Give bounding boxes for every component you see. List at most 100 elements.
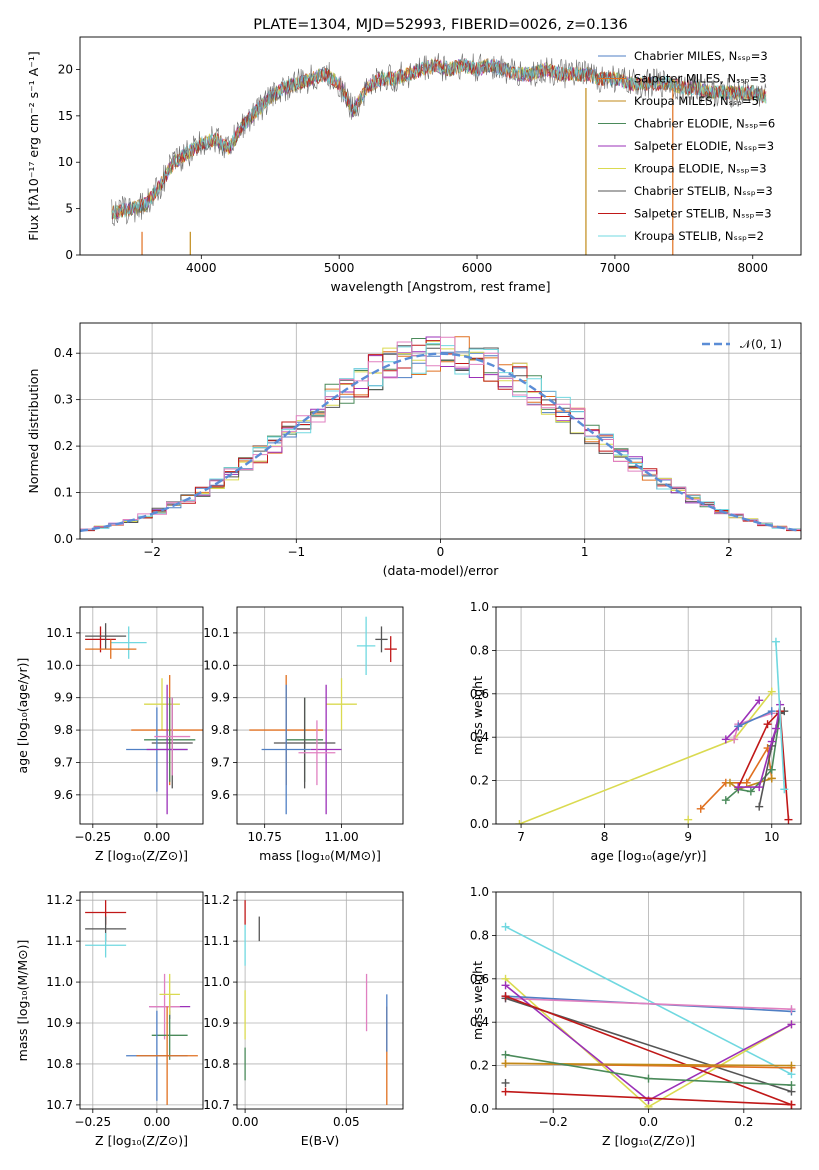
y-tick-label: 0.8 — [470, 643, 489, 657]
y-tick-label: 9.7 — [211, 755, 230, 769]
x-tick-label: 6000 — [462, 261, 493, 275]
x-tick-label: −0.25 — [74, 1115, 111, 1129]
legend-label: Chabrier MILES, Nₛₛₚ=3 — [634, 49, 768, 63]
panel-mass-vs-Z: −0.25 0.00 10.7 10.8 10.9 11.0 11.1 11.2 Z [log₁… — [15, 891, 204, 1148]
y-tick-label: 0.4 — [54, 346, 73, 360]
legend-label: Kroupa MILES, Nₛₛₚ=5 — [634, 94, 759, 108]
series-line — [775, 641, 786, 790]
x-axis-label: E(B-V) — [301, 1133, 340, 1148]
series-line — [737, 710, 773, 728]
x-tick-label: 10 — [764, 830, 779, 844]
plot-area — [80, 336, 801, 533]
x-tick-label: 0.00 — [232, 1115, 259, 1129]
legend-label: Salpeter STELIB, Nₛₛₚ=3 — [634, 207, 772, 221]
y-tick-label: 10.0 — [46, 658, 73, 672]
legend-label: Kroupa STELIB, Nₛₛₚ=2 — [634, 229, 764, 243]
y-axis-label: mass [log₁₀(M/M⊙)] — [15, 940, 30, 1062]
panel-spectrum: 4000 5000 6000 7000 8000 0 5 10 15 20 PLATE=1304, … — [26, 17, 802, 294]
y-tick-label: 10.9 — [203, 1016, 230, 1030]
chart-title: PLATE=1304, MJD=52993, FIBERID=0026, z=0… — [253, 17, 627, 33]
x-axis-label: wavelength [Angstrom, rest frame] — [330, 279, 550, 294]
x-axis-label: (data-model)/error — [383, 563, 500, 578]
x-tick-label: 11.00 — [324, 830, 358, 844]
y-axis-label: Normed distribution — [26, 369, 41, 494]
y-tick-label: 10.8 — [203, 1057, 230, 1071]
axes-frame — [495, 891, 802, 1110]
panel-residuals: −2 −1 0 1 2 0.0 0.1 0.2 0.3 0.4 (data-model)/error… — [26, 322, 802, 578]
x-tick-label: 2 — [725, 545, 733, 559]
x-tick-label: 0.00 — [144, 1115, 171, 1129]
x-tick-label: 0.00 — [144, 830, 171, 844]
y-tick-label: 11.0 — [46, 975, 73, 989]
x-tick-label: 1 — [581, 545, 589, 559]
y-axis-label: mass weight — [470, 676, 485, 755]
y-tick-label: 11.0 — [203, 975, 230, 989]
y-tick-label: 0 — [65, 248, 73, 262]
y-tick-label: 0.0 — [470, 1102, 489, 1116]
y-tick-label: 0.1 — [54, 486, 73, 500]
x-axis-label: Z [log₁₀(Z/Z⊙)] — [95, 1133, 188, 1148]
y-tick-label: 9.6 — [54, 788, 73, 802]
y-tick-label: 11.2 — [46, 893, 73, 907]
series-line — [505, 1090, 792, 1106]
x-tick-label: 7000 — [600, 261, 631, 275]
x-tick-label: −0.25 — [74, 830, 111, 844]
legend-label: Salpeter ELODIE, Nₛₛₚ=3 — [634, 139, 774, 153]
y-tick-label: 10.1 — [203, 626, 230, 640]
x-tick-label: −2 — [143, 545, 161, 559]
legend-label: Salpeter MILES, Nₛₛₚ=3 — [634, 72, 767, 86]
x-tick-label: 0 — [437, 545, 445, 559]
y-tick-label: 9.6 — [211, 788, 230, 802]
series-line — [505, 997, 792, 1010]
x-axis-label: age [log₁₀(age/yr)] — [591, 848, 707, 863]
x-tick-label: 8000 — [737, 261, 768, 275]
y-tick-label: 10.0 — [203, 658, 230, 672]
panel-weight-vs-Z: −0.2 0.0 0.2 0.0 0.2 0.4 0.6 0.8 1.0 Z [log₁₀(Z/Z… — [470, 885, 802, 1148]
series-line — [737, 709, 790, 820]
axes-frame — [236, 606, 404, 825]
plot-area — [85, 900, 198, 1105]
y-tick-label: 10.9 — [46, 1016, 73, 1030]
plot-area — [111, 53, 767, 255]
spectrum-line — [111, 59, 767, 220]
plot-area — [85, 623, 203, 815]
y-tick-label: 11.2 — [203, 893, 230, 907]
x-axis-label: Z [log₁₀(Z/Z⊙)] — [602, 1133, 695, 1148]
y-tick-label: 0.3 — [54, 393, 73, 407]
x-tick-label: −0.2 — [539, 1115, 568, 1129]
x-tick-label: 5000 — [324, 261, 355, 275]
y-tick-label: 10.1 — [46, 626, 73, 640]
y-tick-label: 9.8 — [211, 723, 230, 737]
y-tick-label: 11.1 — [46, 934, 73, 948]
axes-frame — [236, 891, 404, 1110]
y-tick-label: 10 — [58, 155, 73, 169]
x-tick-label: 0.0 — [639, 1115, 658, 1129]
y-axis-label: age [log₁₀(age/yr)] — [15, 658, 30, 774]
y-tick-label: 20 — [58, 62, 73, 76]
legend-label: Chabrier ELODIE, Nₛₛₚ=6 — [634, 117, 775, 131]
y-tick-label: 0.2 — [54, 439, 73, 453]
plot-area — [515, 637, 793, 824]
x-axis-label: Z [log₁₀(Z/Z⊙)] — [95, 848, 188, 863]
y-tick-label: 5 — [65, 202, 73, 216]
axes-frame — [79, 36, 802, 256]
y-tick-label: 9.9 — [211, 691, 230, 705]
y-axis-label: mass weight — [470, 961, 485, 1040]
plot-area — [249, 616, 397, 815]
x-tick-label: −1 — [287, 545, 305, 559]
x-tick-label: 9 — [684, 830, 692, 844]
y-tick-label: 0.2 — [470, 774, 489, 788]
axes-frame — [495, 606, 802, 825]
y-tick-label: 9.7 — [54, 755, 73, 769]
y-tick-label: 10.8 — [46, 1057, 73, 1071]
y-tick-label: 1.0 — [470, 600, 489, 614]
x-tick-label: 0.05 — [333, 1115, 360, 1129]
x-tick-label: 4000 — [186, 261, 217, 275]
axes-frame — [79, 606, 204, 825]
y-tick-label: 9.8 — [54, 723, 73, 737]
y-tick-label: 0.6 — [470, 972, 489, 986]
plot-area — [244, 900, 388, 1105]
y-tick-label: 0.4 — [470, 730, 489, 744]
y-tick-label: 0.0 — [54, 532, 73, 546]
